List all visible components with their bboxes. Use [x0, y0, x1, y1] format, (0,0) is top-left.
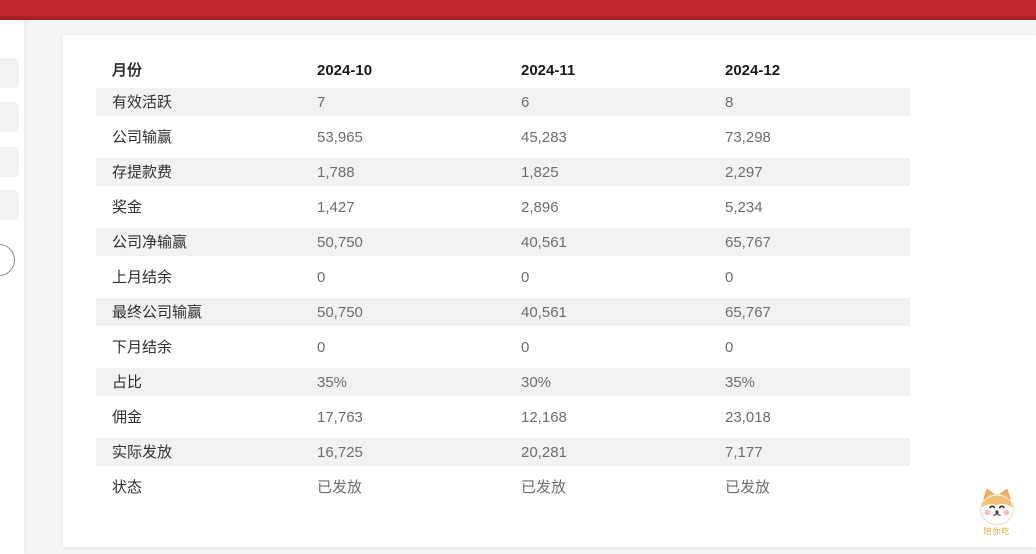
cell-value: 16,725: [317, 443, 363, 461]
cell-value: 1,825: [521, 163, 559, 181]
row-label: 佣金: [112, 409, 143, 426]
sidebar-item-placeholder[interactable]: [0, 147, 19, 177]
row-label: 存提款费: [112, 163, 173, 181]
table-row: 状态 已发放 已发放 已发放: [96, 470, 910, 505]
cell-value: 6: [521, 93, 530, 111]
cell-value: 40,561: [521, 303, 567, 321]
sidebar-item-placeholder[interactable]: [0, 190, 19, 220]
cell-value: 0: [521, 269, 530, 286]
cell-value: 0: [725, 269, 734, 286]
cell-value: 7,177: [725, 443, 763, 461]
sidebar-item-placeholder[interactable]: [0, 102, 19, 132]
row-label: 下月结余: [112, 339, 173, 356]
cell-value: 5,234: [725, 199, 763, 216]
sidebar-collapse-toggle[interactable]: [0, 244, 15, 276]
row-label: 上月结余: [112, 269, 173, 286]
cell-value: 12,168: [521, 409, 567, 426]
cell-value: 已发放: [725, 479, 771, 496]
table-row: 有效活跃 7 6 8: [96, 85, 910, 120]
cell-value: 2,297: [725, 163, 763, 181]
cell-value: 53,965: [317, 129, 363, 146]
table-row: 占比 35% 30% 35%: [96, 365, 910, 400]
sidebar-remnant: [0, 20, 24, 554]
cell-value: 7: [317, 93, 326, 111]
cell-value: 40,561: [521, 233, 567, 251]
cell-value: 50,750: [317, 233, 363, 251]
cell-value: 45,283: [521, 129, 567, 146]
table-row: 上月结余 0 0 0: [96, 260, 910, 295]
shiba-dog-icon: [973, 488, 1021, 526]
cell-value: 已发放: [521, 479, 567, 496]
cell-value: 35%: [317, 373, 348, 391]
table-row: 公司输赢 53,965 45,283 73,298: [96, 120, 910, 155]
row-label: 实际发放: [112, 443, 173, 461]
cell-value: 50,750: [317, 303, 363, 321]
sidebar-item-placeholder[interactable]: [0, 58, 19, 88]
cell-value: 23,018: [725, 409, 771, 426]
table-body: 有效活跃 7 6 8 公司输赢 53,965 45,283 73,298 存提款…: [96, 85, 910, 505]
cell-value: 0: [317, 269, 326, 286]
row-label: 有效活跃: [112, 93, 173, 111]
cell-value: 65,767: [725, 303, 771, 321]
cell-value: 已发放: [317, 479, 363, 496]
cell-value: 1,788: [317, 163, 355, 181]
cell-value: 0: [317, 339, 326, 356]
row-label: 最终公司输赢: [112, 303, 203, 321]
row-label: 奖金: [112, 199, 143, 216]
mascot-caption: 陪你吃: [983, 527, 1011, 536]
top-navbar: [0, 0, 1036, 20]
cell-value: 65,767: [725, 233, 771, 251]
column-header-2024-11: 2024-11: [521, 61, 576, 79]
cell-value: 8: [725, 93, 734, 111]
cell-value: 1,427: [317, 199, 355, 216]
cell-value: 30%: [521, 373, 552, 391]
cell-value: 0: [521, 339, 530, 356]
table-row: 奖金 1,427 2,896 5,234: [96, 190, 910, 225]
column-header-month: 月份: [112, 61, 143, 79]
monthly-report-card: 月份 2024-10 2024-11 2024-12 有效活跃 7 6 8 公司…: [63, 35, 1036, 547]
row-label: 状态: [112, 479, 143, 496]
cell-value: 35%: [725, 373, 756, 391]
table-row: 存提款费 1,788 1,825 2,297: [96, 155, 910, 190]
table-row: 佣金 17,763 12,168 23,018: [96, 400, 910, 435]
row-label: 公司输赢: [112, 129, 173, 146]
column-header-2024-10: 2024-10: [317, 61, 373, 79]
column-header-2024-12: 2024-12: [725, 61, 781, 79]
cell-value: 20,281: [521, 443, 567, 461]
table-row: 实际发放 16,725 20,281 7,177: [96, 435, 910, 470]
row-label: 公司净输赢: [112, 233, 188, 251]
cell-value: 17,763: [317, 409, 363, 426]
table-row: 公司净输赢 50,750 40,561 65,767: [96, 225, 910, 260]
monthly-report-table: 月份 2024-10 2024-11 2024-12 有效活跃 7 6 8 公司…: [96, 55, 910, 505]
cell-value: 73,298: [725, 129, 771, 146]
cell-value: 0: [725, 339, 734, 356]
row-label: 占比: [112, 373, 143, 391]
cell-value: 2,896: [521, 199, 559, 216]
table-row: 下月结余 0 0 0: [96, 330, 910, 365]
table-header-row: 月份 2024-10 2024-11 2024-12: [96, 55, 910, 85]
mascot-widget[interactable]: 陪你吃: [973, 488, 1021, 536]
table-row: 最终公司输赢 50,750 40,561 65,767: [96, 295, 910, 330]
